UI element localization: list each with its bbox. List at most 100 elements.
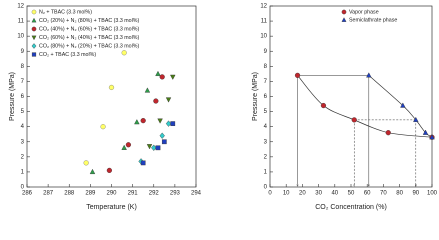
x-tick-label: 287 [43, 191, 54, 197]
legend-marker [31, 26, 37, 32]
legend-label: CO₂ + TBAC (3.3 mol%) [39, 52, 96, 58]
series-line [297, 75, 433, 138]
point [165, 97, 172, 103]
y-tick-label: 4 [21, 124, 25, 130]
x-tick-label: 50 [348, 191, 355, 197]
legend-label: CO₂ (80%) + N₂ (20%) + TBAC (3.3 mol%) [39, 43, 140, 49]
point [100, 124, 106, 130]
point [170, 74, 176, 80]
x-tick-label: 90 [412, 191, 419, 197]
point [153, 98, 159, 104]
y-tick-label: 0 [264, 185, 268, 191]
point [134, 119, 140, 125]
x-tick-label: 20 [299, 191, 306, 197]
x-tick-label: 40 [331, 191, 338, 197]
y-tick-label: 8 [264, 64, 268, 70]
legend-label: CO₂ (40%) + N₂ (60%) + TBAC (3.3 mol%) [39, 26, 140, 32]
point [422, 129, 429, 135]
y-tick-label: 7 [21, 79, 25, 85]
legend-label: CO₂ (20%) + N₂ (80%) + TBAC (3.3 mol%) [39, 18, 140, 24]
point [151, 144, 157, 151]
point [157, 118, 163, 124]
y-tick-label: 0 [21, 185, 25, 191]
x-tick-label: 288 [64, 191, 75, 197]
legend-marker [31, 43, 37, 49]
x-tick-label: 292 [149, 191, 160, 197]
x-tick-label: 70 [380, 191, 387, 197]
y-tick-label: 12 [17, 4, 24, 10]
legend-marker [31, 17, 37, 23]
y-tick-label: 7 [264, 79, 268, 85]
x-tick-label: 294 [191, 191, 202, 197]
point [385, 130, 391, 136]
x-tick-label: 286 [22, 191, 33, 197]
x-tick-label: 289 [85, 191, 96, 197]
y-tick-label: 3 [21, 139, 25, 145]
point [144, 87, 151, 93]
legend-label: N₂ + TBAC (3.3 mol%) [39, 9, 92, 15]
x-axis-title: CO₂ Concentration (%) [315, 204, 387, 211]
legend-marker [31, 9, 37, 15]
plot-frame [26, 5, 197, 188]
legend-marker [31, 35, 37, 41]
x-tick-label: 293 [170, 191, 181, 197]
point [429, 134, 435, 140]
point [125, 142, 131, 148]
figure: 286 287 288 289 290 291 292 293 2940123456789101… [9, 4, 438, 211]
point [106, 167, 112, 174]
x-tick-label: 80 [396, 191, 403, 197]
y-axis-title: Pressure (MPa) [9, 72, 16, 121]
y-tick-label: 11 [261, 19, 268, 25]
point [413, 116, 419, 122]
point [159, 74, 165, 80]
y-tick-label: 2 [21, 154, 25, 160]
point [155, 70, 161, 76]
legend-label: Semiclathrate phase [349, 17, 397, 23]
y-tick-label: 4 [264, 124, 268, 130]
point [121, 50, 127, 56]
y-tick-label: 5 [21, 109, 25, 115]
point [89, 168, 96, 175]
y-tick-label: 1 [264, 169, 268, 175]
x-tick-label: 60 [364, 191, 371, 197]
x-tick-label: 100 [427, 191, 438, 197]
series-line [368, 75, 433, 138]
legend-marker [341, 9, 347, 15]
point [161, 139, 167, 145]
y-tick-label: 5 [264, 109, 268, 115]
point [400, 102, 406, 108]
y-tick-label: 8 [21, 64, 25, 70]
point [140, 160, 146, 166]
point [155, 145, 161, 151]
point [170, 121, 176, 127]
y-tick-label: 9 [21, 49, 25, 55]
point [83, 160, 89, 166]
y-tick-label: 6 [264, 94, 268, 100]
point [121, 144, 127, 150]
y-tick-label: 6 [21, 94, 25, 100]
y-tick-label: 2 [264, 154, 268, 160]
legend-marker [31, 52, 37, 57]
point [366, 72, 372, 78]
y-tick-label: 1 [21, 169, 25, 175]
x-tick-label: 291 [128, 191, 139, 197]
x-axis-title: Temperature (K) [86, 204, 137, 211]
legend-label: CO₂ (60%) + N₂ (40%) + TBAC (3.3 mol%) [39, 35, 140, 41]
plot-frame [269, 5, 433, 188]
x-tick-label: 30 [315, 191, 322, 197]
point [294, 72, 301, 78]
y-tick-label: 11 [18, 19, 25, 25]
point [108, 84, 115, 91]
point [146, 144, 153, 150]
legend-label: Vapor phase [349, 9, 379, 15]
y-tick-label: 9 [264, 49, 268, 55]
point [351, 117, 357, 123]
y-tick-label: 12 [260, 4, 267, 10]
point [320, 102, 327, 109]
y-tick-label: 10 [260, 34, 267, 40]
y-tick-label: 3 [264, 139, 268, 145]
point [159, 132, 165, 139]
y-tick-label: 10 [17, 34, 24, 40]
point [165, 120, 172, 127]
x-tick-label: 0 [268, 191, 272, 197]
